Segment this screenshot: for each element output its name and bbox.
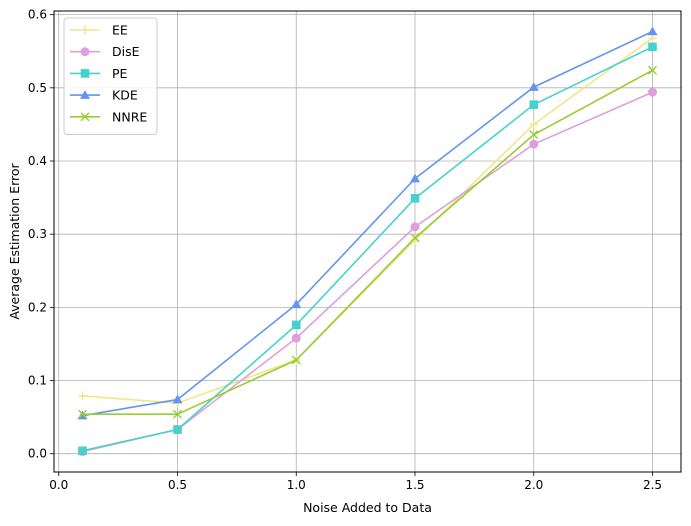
legend-label-nnre: NNRE [112,109,147,124]
x-tick-label: 2.0 [524,478,543,492]
legend-label-pe: PE [112,66,128,81]
x-tick-label: 2.5 [643,478,662,492]
legend-label-dise: DisE [112,44,140,59]
series-line-kde [82,30,653,417]
legend-box [63,17,158,135]
axis-ticks: 0.0 0.5 1.0 1.5 2.0 2.5 0.0 0.1 0.2 0.3 0.4 0.5 0.6 [28,8,662,492]
series-layer [77,26,658,457]
data-point-kde [647,26,658,36]
legend-marker-ee [80,25,90,35]
legend-item-nnre: NNRE [70,109,147,124]
data-point-pe [173,425,182,434]
data-point-pe [78,446,87,456]
data-point-nnre [648,65,657,75]
data-point-ee [529,119,539,129]
data-point-nnre [291,355,301,365]
legend-item-ee: EE [70,23,128,38]
x-tick-label: 1.0 [287,478,306,492]
legend-marker-kde [80,90,90,99]
y-tick-label: 0.4 [28,154,47,168]
series-pe [78,42,657,456]
y-tick-label: 0.1 [28,374,47,388]
y-tick-label: 0.3 [28,227,47,241]
legend-label-kde: KDE [112,88,138,103]
legend: EE DisE PE KDE NNRE [63,17,158,135]
data-point-dise [291,333,301,343]
series-line-dise [82,91,653,453]
series-dise [78,87,657,457]
y-axis-label: Average Estimation Error [7,162,22,319]
series-line-pe [82,46,653,452]
x-tick-label: 0.0 [49,478,68,492]
y-tick-label: 0.2 [28,300,47,314]
legend-label-ee: EE [112,23,128,38]
data-point-nnre [410,233,420,243]
data-point-kde [172,394,183,404]
data-point-kde [528,82,539,91]
series-ee [78,33,657,408]
data-point-pe [529,100,539,109]
data-point-nnre [529,130,539,140]
data-point-kde [291,299,302,309]
data-point-pe [410,194,420,203]
data-point-ee [78,391,87,401]
legend-marker-nnre [80,112,90,122]
data-point-pe [291,320,301,330]
data-point-dise [529,139,539,149]
legend-item-kde: KDE [70,88,138,103]
x-tick-label: 1.5 [405,478,424,492]
legend-marker-dise [80,47,90,57]
data-point-dise [648,87,657,97]
y-tick-label: 0.6 [28,8,47,22]
series-line-ee [82,37,653,405]
series-line-nnre [82,69,653,415]
y-tick-label: 0.5 [28,81,47,95]
x-axis-label: Noise Added to Data [303,500,432,515]
data-point-nnre [173,409,182,419]
series-kde [77,26,658,420]
x-tick-label: 0.5 [168,478,187,492]
data-point-kde [410,173,420,183]
legend-marker-pe [80,69,90,78]
legend-item-pe: PE [70,66,128,81]
y-tick-label: 0.0 [28,447,47,461]
data-point-pe [648,42,657,52]
legend-item-dise: DisE [70,44,140,59]
series-nnre [78,65,657,419]
plot-frame [53,10,682,473]
data-point-nnre [78,409,87,419]
data-point-dise [410,222,420,232]
